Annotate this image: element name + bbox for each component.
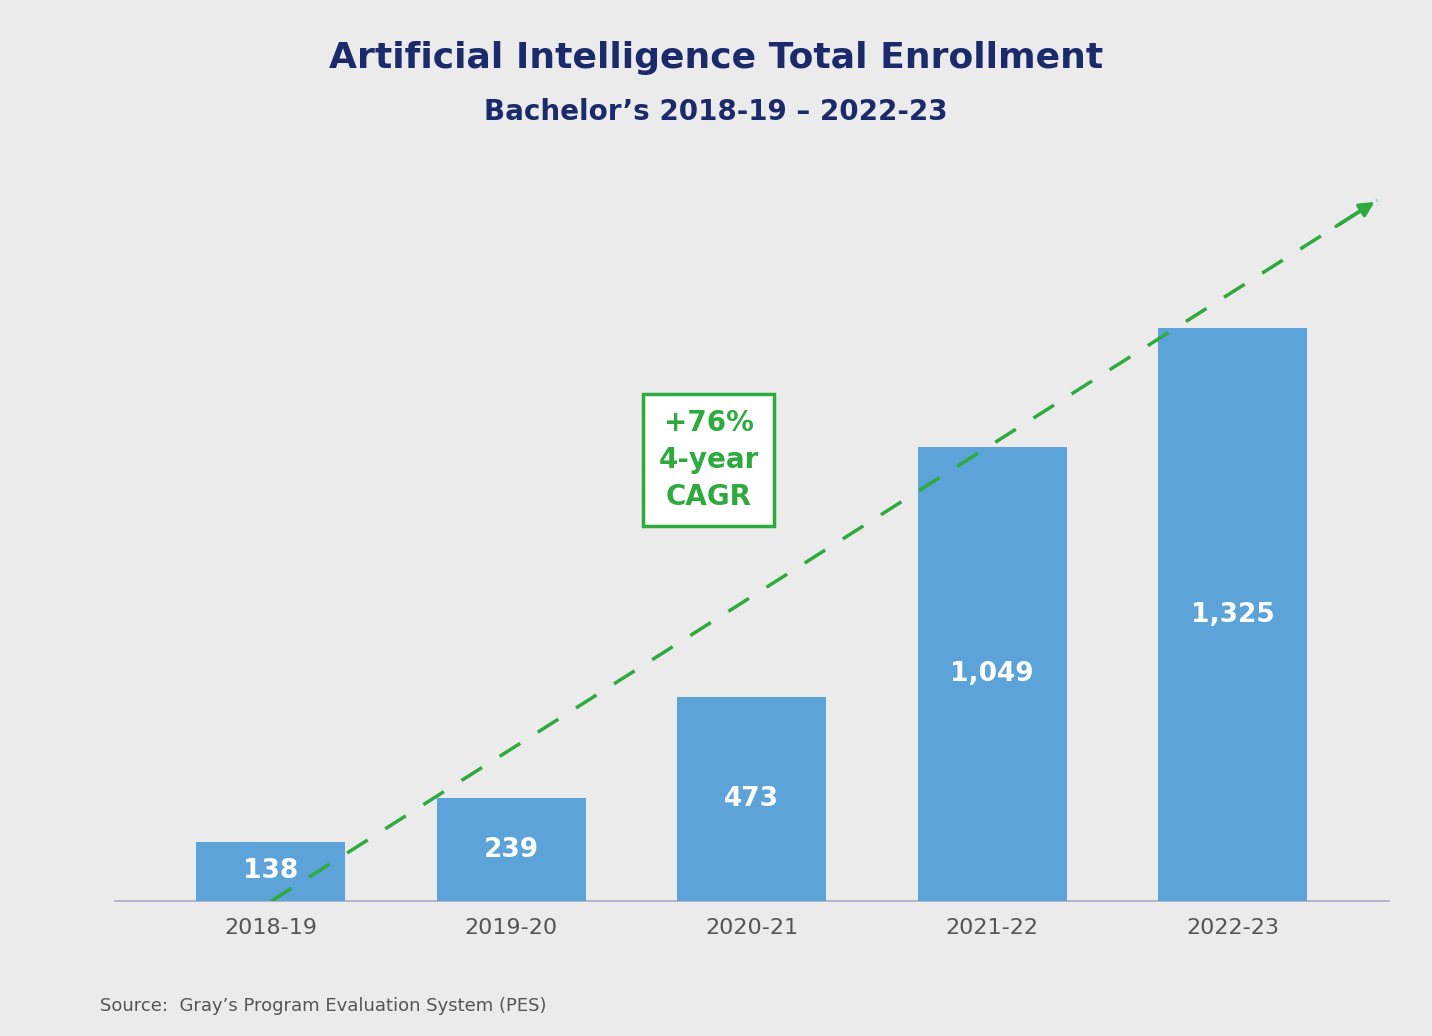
Text: 138: 138 <box>243 859 298 885</box>
Bar <box>196 841 345 901</box>
Text: 239: 239 <box>484 837 538 863</box>
Bar <box>918 448 1067 901</box>
Text: Artificial Intelligence Total Enrollment: Artificial Intelligence Total Enrollment <box>329 41 1103 76</box>
Text: Source:  Gray’s Program Evaluation System (PES): Source: Gray’s Program Evaluation System… <box>100 998 547 1015</box>
Text: 1,049: 1,049 <box>951 661 1034 687</box>
Bar <box>437 798 586 901</box>
Text: Bachelor’s 2018-19 – 2022-23: Bachelor’s 2018-19 – 2022-23 <box>484 98 948 126</box>
Text: 1,325: 1,325 <box>1191 602 1274 628</box>
Bar <box>677 696 826 901</box>
Text: 473: 473 <box>725 786 779 812</box>
Text: +76%
4-year
CAGR: +76% 4-year CAGR <box>659 409 759 511</box>
Bar <box>1158 328 1307 901</box>
